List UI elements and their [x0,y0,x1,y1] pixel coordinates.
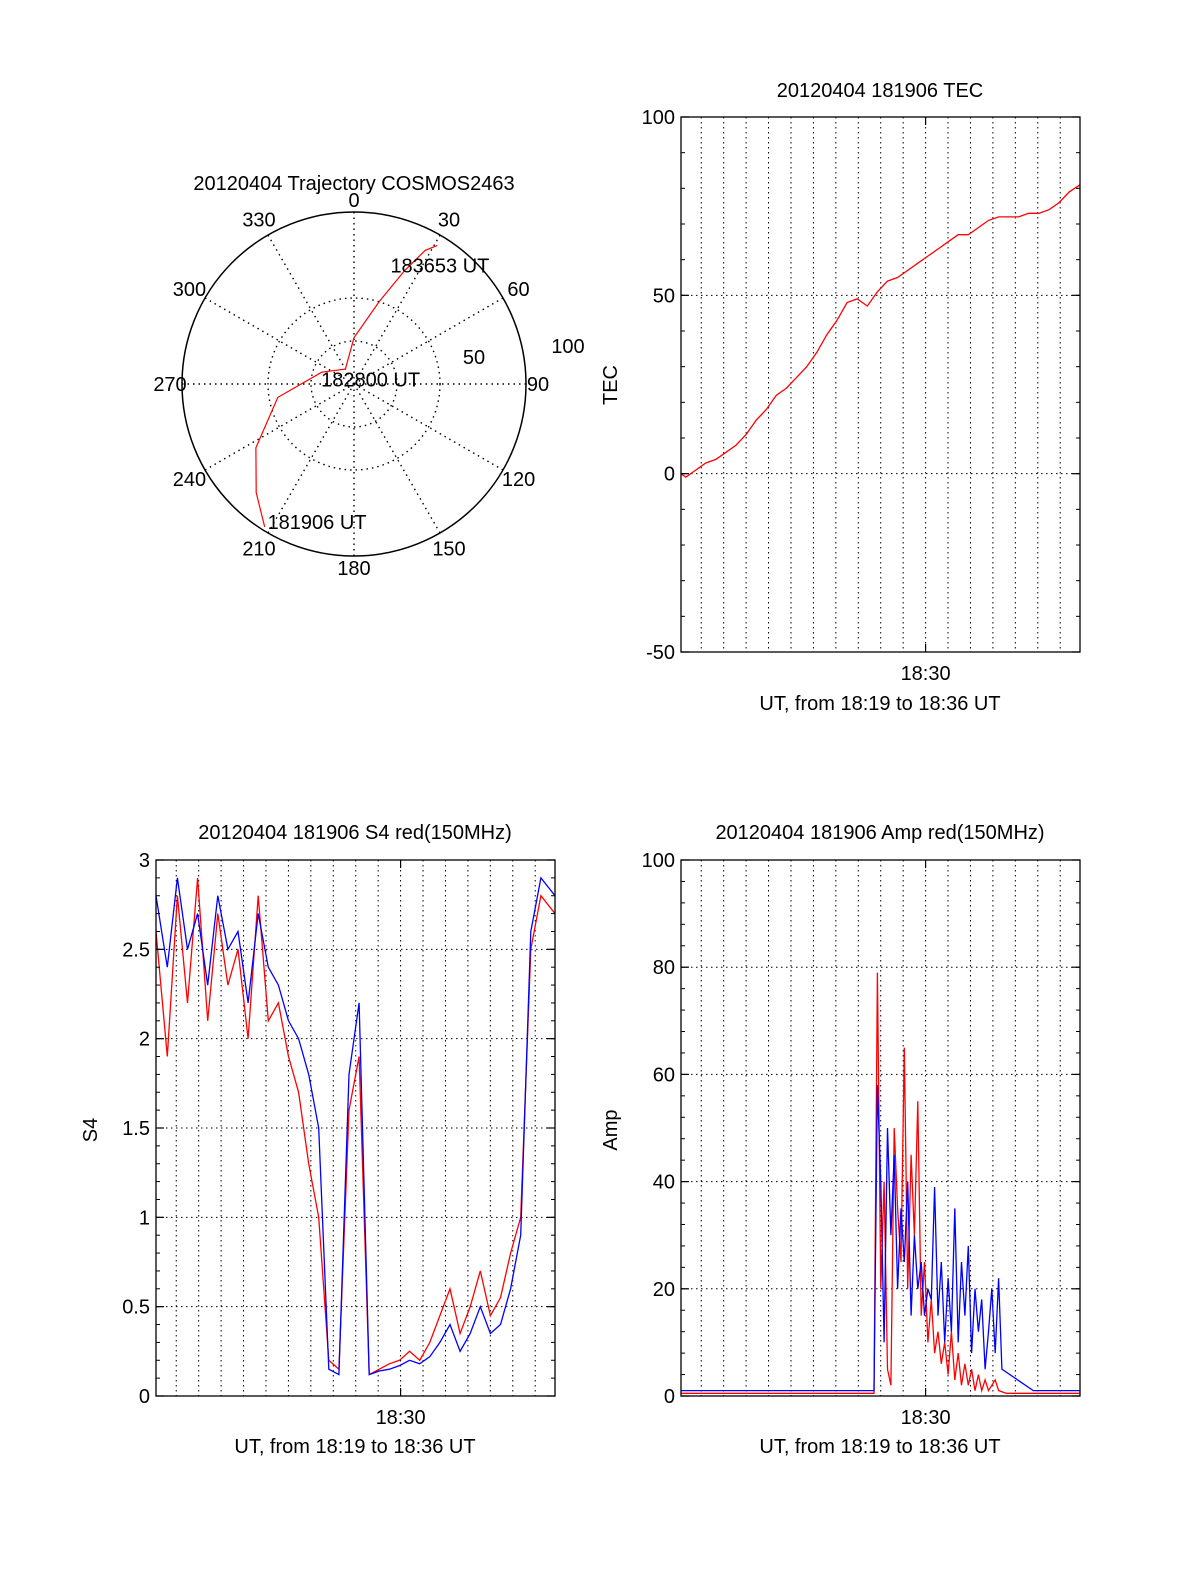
polar-azimuth-tick-label: 330 [242,209,275,231]
tec-series [681,184,1080,479]
amp-y-ticks: 0 20 40 60 80 100 [642,850,1080,1408]
polar-title: 20120404 Trajectory COSMOS2463 [193,173,514,195]
polar-spoke [204,297,355,385]
tec-title: 20120404 181906 TEC [777,80,983,102]
amp-plot-frame [680,859,1081,1397]
tec-x-axis-label: UT, from 18:19 to 18:36 UT [759,693,1000,715]
amp-y-tick-label: 60 [653,1064,675,1086]
amp-chart: 20120404 181906 Amp red(150MHz) UT, from… [600,822,1081,1458]
tec-grid [681,117,1080,652]
s4-x-ticks: 18:30 [376,860,426,1429]
polar-azimuth-tick-label: 150 [432,539,465,561]
s4-title: 20120404 181906 S4 red(150MHz) [198,822,512,844]
polar-trajectory-line [255,244,438,528]
tec-y-tick-label: 0 [664,464,675,486]
polar-spoke [204,383,355,471]
polar-time-annotation: 183653 UT [390,256,489,278]
s4-y-tick-label: 1 [139,1207,150,1229]
polar-radial-tick-label: 100 [551,336,584,358]
polar-azimuth-tick-label: 30 [438,209,460,231]
tec-x-ticks: 18:30 [901,117,951,685]
tec-series-line-0 [681,184,1080,479]
tec-y-axis-label: TEC [600,365,622,405]
polar-spoke [353,297,504,385]
amp-y-tick-label: 0 [664,1386,675,1408]
tec-y-ticks: -50 0 50 100 [642,107,1080,664]
amp-title: 20120404 181906 Amp red(150MHz) [715,822,1044,844]
s4-y-tick-label: 0 [139,1386,150,1408]
s4-y-tick-label: 2.5 [122,939,150,961]
polar-azimuth-tick-label: 300 [173,279,206,301]
s4-series-line-1 [156,876,555,1376]
amp-y-tick-label: 80 [653,957,675,979]
amp-x-axis-label: UT, from 18:19 to 18:36 UT [759,1436,1000,1458]
s4-y-tick-label: 2 [139,1029,150,1051]
tec-chart: 20120404 181906 TEC UT, from 18:19 to 18… [600,80,1081,715]
tec-y-tick-label: -50 [646,642,675,664]
tec-y-tick-label: 100 [642,107,675,129]
polar-ring [267,297,441,471]
polar-azimuth-tick-label: 270 [153,374,186,396]
tec-plot-frame [680,116,1081,653]
polar-grid [181,211,527,557]
polar-outer-circle [181,211,527,557]
polar-labels: 0 30 60 90 120 150 180 210 240 270 300 330 50 100 1836… [153,190,584,580]
polar-azimuth-tick-label: 90 [527,374,549,396]
s4-chart: 20120404 181906 S4 red(150MHz) UT, from … [80,822,556,1458]
polar-azimuth-tick-label: 60 [507,279,529,301]
polar-time-annotation: 182800 UT [321,370,420,392]
polar-series [255,244,438,528]
s4-y-ticks: 0 0.5 1 1.5 2 2.5 3 [122,850,555,1408]
s4-x-axis-label: UT, from 18:19 to 18:36 UT [234,1436,475,1458]
amp-x-tick-label: 18:30 [901,1407,951,1429]
s4-y-axis-label: S4 [80,1118,102,1142]
amp-y-tick-label: 20 [653,1279,675,1301]
s4-y-tick-label: 3 [139,850,150,872]
s4-series-line-0 [156,877,555,1376]
tec-x-tick-label: 18:30 [901,663,951,685]
s4-x-tick-label: 18:30 [376,1407,426,1429]
amp-grid [681,860,1080,1396]
amp-x-ticks: 18:30 [901,860,951,1429]
polar-azimuth-tick-label: 210 [242,539,275,561]
amp-series-line-1 [681,1085,1080,1392]
amp-y-axis-label: Amp [600,1109,622,1150]
polar-spoke [353,234,441,385]
amp-y-tick-label: 100 [642,850,675,872]
polar-spoke [267,383,355,534]
polar-time-annotation: 181906 UT [268,512,367,534]
polar-spoke [353,383,441,534]
polar-azimuth-tick-label: 0 [348,190,359,212]
amp-series [681,972,1080,1394]
amp-y-tick-label: 40 [653,1172,675,1194]
s4-y-tick-label: 0.5 [122,1297,150,1319]
polar-ring [310,340,398,428]
tec-y-tick-label: 50 [653,285,675,307]
s4-y-tick-label: 1.5 [122,1118,150,1140]
polar-azimuth-tick-label: 120 [502,469,535,491]
polar-trajectory-chart: 20120404 Trajectory COSMOS2463 0 30 60 90 12… [153,173,584,580]
polar-azimuth-tick-label: 240 [173,469,206,491]
polar-radial-tick-label: 50 [463,347,485,369]
polar-azimuth-tick-label: 180 [337,558,370,580]
polar-spoke [353,383,504,471]
s4-series [156,876,555,1376]
polar-spoke [267,234,355,385]
